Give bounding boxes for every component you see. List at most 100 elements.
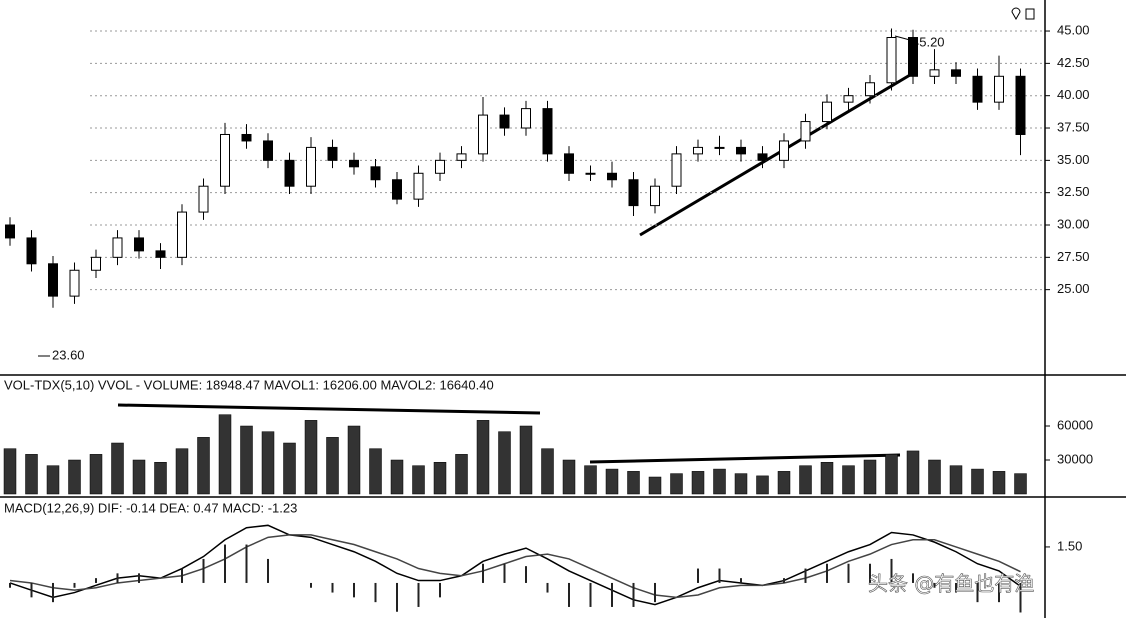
watermark: 头条 @有鱼也有渔 (868, 572, 1034, 596)
candle-body (48, 263, 58, 297)
candle-body (736, 146, 746, 155)
candle-body (26, 237, 37, 265)
volume-bar (928, 459, 941, 495)
volume-bar (197, 437, 210, 495)
macd-line (9, 524, 1021, 606)
candle-body (370, 166, 381, 181)
candle-body (585, 172, 596, 175)
candle-body (349, 159, 359, 168)
volume-bar (863, 459, 877, 495)
volume-bar (433, 462, 447, 495)
candle-body (972, 75, 983, 103)
y-tick-label: 40.00 (1057, 87, 1090, 102)
candle-body (886, 37, 897, 84)
candle-body (456, 153, 467, 161)
candle-body (908, 37, 918, 77)
macd-header: MACD(12,26,9) DIF: -0.14 DEA: 0.47 MACD:… (4, 500, 297, 515)
volume-bar (799, 465, 812, 495)
volume-bar (906, 450, 920, 495)
volume-bar (670, 473, 683, 495)
volume-bar (476, 420, 490, 495)
volume-bar (347, 425, 361, 495)
volume-bar (734, 473, 748, 495)
volume-bar (885, 454, 898, 495)
volume-bar (605, 468, 619, 495)
volume-bar (218, 414, 232, 495)
candle-body (198, 185, 209, 213)
candle-body (413, 172, 424, 200)
candle-body (650, 185, 660, 207)
candle-body (91, 256, 101, 271)
macd-line (9, 534, 1021, 599)
candle-body (607, 172, 617, 181)
volume-bar (627, 471, 640, 495)
y-tick-label: 27.50 (1057, 249, 1090, 264)
volume-bar (949, 465, 963, 495)
top-icons (1011, 7, 1035, 21)
candle-body (499, 114, 510, 129)
volume-bar (46, 465, 60, 495)
volume-bar (3, 448, 17, 495)
volume-bar (756, 475, 769, 495)
volume-bar (842, 465, 855, 495)
candle-body (542, 108, 553, 155)
volume-bar (498, 431, 511, 495)
candle-body (693, 146, 703, 155)
volume-bar (455, 454, 468, 495)
volume-header: VOL-TDX(5,10) VVOL - VOLUME: 18948.47 MA… (4, 377, 494, 392)
volume-bar (283, 442, 296, 495)
volume-bar (777, 471, 791, 495)
volume-bar (68, 459, 81, 495)
y-tick-label: 60000 (1057, 417, 1093, 432)
plot: 25.00 27.50 30.00 32.50 35.00 37.50 40.00 42.50… (3, 22, 1093, 613)
volume-bar (1014, 473, 1027, 495)
candle-body (779, 140, 789, 161)
volume-bar (691, 471, 705, 495)
icon (1025, 8, 1035, 20)
candle-body (865, 82, 875, 97)
volume-bar (261, 431, 275, 495)
volume-bar (326, 437, 339, 495)
candle-body (69, 269, 80, 297)
candle-body (994, 75, 1004, 103)
volume-bar (541, 448, 554, 495)
candle-body (714, 146, 725, 149)
volume-bar (154, 462, 167, 495)
candle-body (112, 237, 123, 258)
candle-body (263, 140, 273, 161)
volume-bar (25, 454, 38, 495)
candle-body (284, 159, 295, 187)
volume-bar (992, 471, 1006, 495)
annotation-arrow (894, 35, 911, 41)
candle-body (155, 250, 166, 258)
y-tick-label: 30.00 (1057, 216, 1090, 231)
volume-bar (412, 465, 425, 495)
volume-bar (971, 468, 984, 495)
candle-body (843, 95, 854, 103)
volume-bar (562, 459, 576, 495)
candle-body (521, 108, 531, 129)
candle-body (671, 153, 682, 187)
volume-bar (648, 476, 662, 495)
volume-bar (89, 454, 103, 495)
candle-body (177, 211, 187, 258)
y-tick-label: 42.50 (1057, 55, 1090, 70)
y-tick-label: 30000 (1057, 451, 1093, 466)
volume-bar (390, 459, 404, 495)
volume-bar (240, 425, 253, 495)
volume-bar (519, 425, 533, 495)
y-tick-label: 1.50 (1057, 538, 1082, 553)
candle-body (5, 224, 15, 239)
high-annotation: 45.20 (912, 34, 945, 49)
trend-line (117, 403, 541, 415)
trend-line (589, 453, 901, 464)
candle-body (757, 153, 768, 161)
icon (1011, 7, 1021, 21)
volume-bar (820, 462, 834, 495)
candle-body (241, 133, 252, 142)
candle-body (800, 121, 811, 142)
y-tick-label: 35.00 (1057, 152, 1090, 167)
volume-bar (175, 448, 189, 495)
